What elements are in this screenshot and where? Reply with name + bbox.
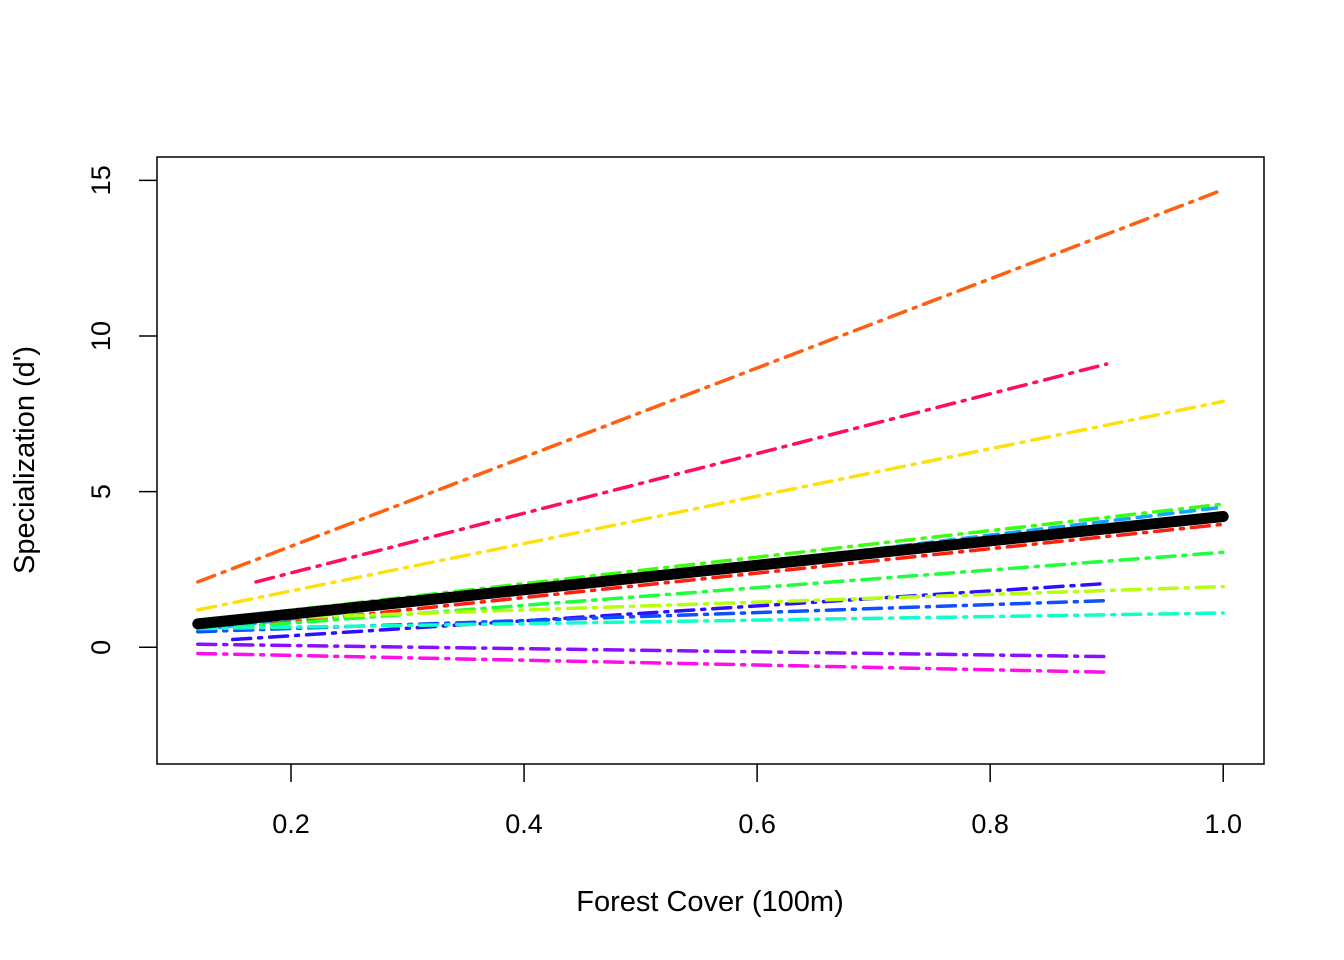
series-line-8	[230, 581, 1109, 642]
series-layer	[192, 187, 1229, 674]
plot-frame	[156, 156, 1265, 765]
y-tick-label: 0	[86, 640, 116, 655]
series-line-6	[196, 522, 1225, 634]
x-tick-label: 0.4	[505, 809, 543, 839]
y-axis: 0 5 10 15	[86, 165, 157, 655]
x-tick-label: 0.8	[971, 809, 1009, 839]
series-line-11	[196, 611, 1225, 631]
series-line-3	[196, 399, 1225, 612]
series-line-overall	[192, 511, 1229, 630]
series-line-9	[196, 584, 1225, 623]
series-line-12	[196, 642, 1109, 659]
y-tick-label: 10	[86, 321, 116, 351]
x-axis: 0.2 0.4 0.6 0.8 1.0	[272, 764, 1242, 839]
series-line-4	[196, 502, 1225, 623]
y-axis-title: Specialization (d')	[9, 346, 41, 574]
y-tick-label: 5	[86, 484, 116, 499]
series-line-7	[196, 550, 1225, 632]
series-line-13	[196, 651, 1109, 674]
x-tick-label: 0.2	[272, 809, 310, 839]
y-tick-label: 15	[86, 165, 116, 195]
x-tick-label: 1.0	[1204, 809, 1242, 839]
x-tick-label: 0.6	[738, 809, 776, 839]
series-line-2	[254, 362, 1109, 584]
x-axis-title: Forest Cover (100m)	[576, 886, 844, 918]
series-line-1	[196, 187, 1225, 584]
